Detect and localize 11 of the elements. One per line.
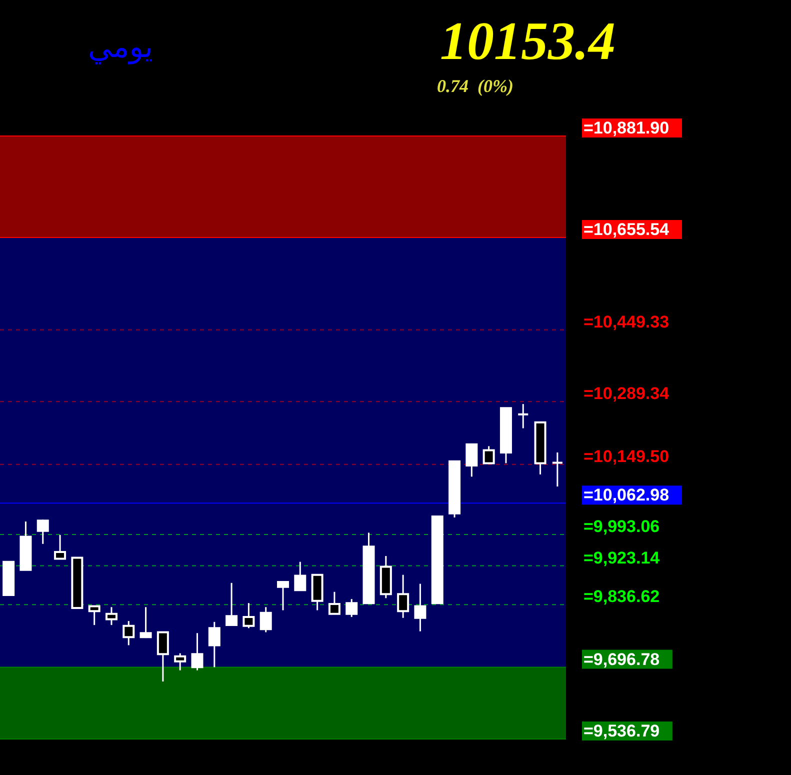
text: يومي [88,30,153,65]
y-tick-label: =9,923.14 [584,548,660,568]
y-tick-label: =9,696.78 [584,650,660,669]
chart-title: 10153.4 [440,10,616,72]
y-tick-label: =9,536.79 [584,722,660,740]
y-tick-label: =10,449.33 [584,312,670,332]
y-tick-label: =9,993.06 [584,516,660,536]
y-tick-label: =9,836.62 [584,587,660,606]
y-tick-label: =10,149.50 [584,446,670,466]
y-tick-label: =10,289.34 [584,384,670,404]
chart-subtitle: 0.74 (0%) [437,76,514,97]
